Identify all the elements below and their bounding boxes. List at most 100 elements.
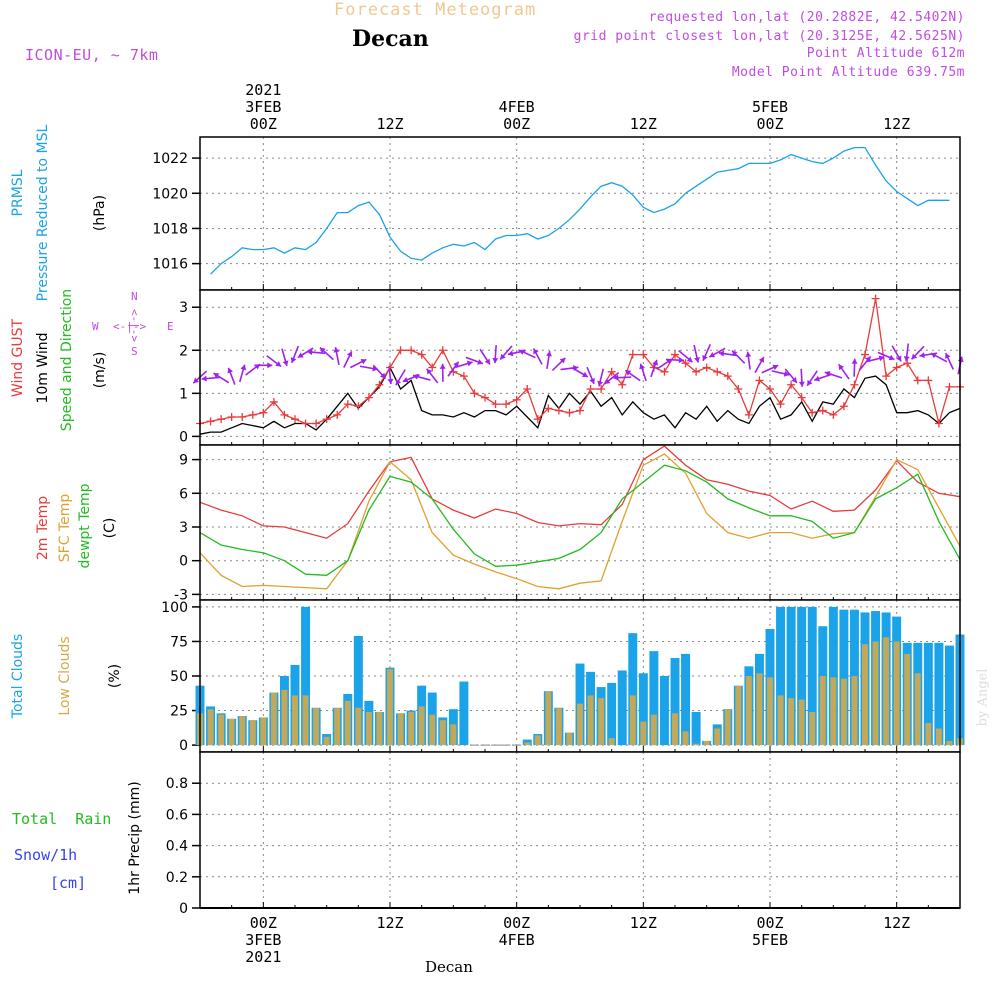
wind-arrow-head [919, 352, 925, 359]
wind-arrow-head [426, 368, 433, 375]
cloud-low-bar [862, 644, 868, 746]
cloud-low-bar [566, 732, 573, 746]
cloud-low-bar [207, 709, 214, 746]
pressure-line [210, 146, 950, 275]
wind-gust-line-marker [829, 410, 838, 419]
temperature-panel: -3 0 3 6 9 [174, 444, 961, 603]
precip-ytick-label: 0.8 [166, 776, 188, 792]
cloud-low-bar [418, 706, 425, 746]
wind-gust-line-marker [892, 363, 901, 372]
cloud-total-bar [670, 658, 680, 746]
wind-direction-arrow [349, 358, 367, 369]
wind-direction-arrow [877, 351, 895, 361]
cloud-low-bar [682, 731, 689, 746]
wind-direction-arrow [910, 345, 925, 360]
cloud-low-bar [376, 711, 383, 746]
wind-arrow-head [360, 359, 367, 365]
wind-gust-line-marker [797, 393, 806, 402]
clouds-ytick-label: 75 [170, 634, 188, 650]
cloud-total-bar [691, 711, 701, 746]
bottom-time-label: 12Z [630, 914, 657, 932]
cloud-total-bar [607, 682, 617, 746]
wind-gust-line-marker [913, 376, 922, 385]
cloud-low-bar [851, 676, 858, 746]
temperature-ytick-label: 0 [179, 554, 188, 570]
wind-arrow-head [519, 349, 525, 355]
cloud-low-bar [777, 695, 784, 746]
cloud-low-bar [534, 735, 541, 746]
cloud-low-bar [387, 669, 393, 746]
wind-gust-line-marker [544, 404, 553, 413]
wind-direction-arrow [604, 371, 620, 385]
cloud-total-bar [301, 606, 311, 746]
cloud-low-bar [323, 736, 330, 746]
cloud-low-bar [872, 641, 879, 746]
wind-gust-line-marker [871, 294, 880, 303]
wind-arrow-head [718, 350, 725, 357]
cloud-low-bar [260, 717, 267, 746]
cloud-total-bar [459, 681, 469, 746]
wind-arrow-head [783, 370, 790, 377]
wind-direction-arrow [333, 347, 340, 365]
wind-gust-line-marker [459, 372, 468, 381]
wind-arrow-head [678, 357, 684, 364]
cloud-low-bar [555, 707, 562, 746]
wind-direction-arrow [944, 352, 954, 370]
wind-arrow-head [597, 380, 604, 387]
cloud-low-bar [344, 700, 351, 746]
wind-direction-arrow [254, 362, 273, 369]
wind-gust-line-marker [628, 350, 637, 359]
wind-gust-line-marker [512, 395, 521, 404]
cloud-total-bar [776, 606, 786, 746]
compass-we-arrow: <-|-> [113, 320, 147, 333]
cloud-total-bar [934, 642, 944, 746]
wind-direction-arrow [518, 349, 536, 359]
wind-arrow-head [466, 360, 473, 367]
wind-gust-line-marker [407, 346, 416, 355]
cloud-low-bar [545, 691, 552, 746]
cloud-low-bar [397, 713, 404, 746]
cloud-total-bar [638, 673, 648, 746]
cloud-low-bar [608, 738, 615, 746]
wind-gust-line-marker [502, 400, 511, 409]
wind-gust-line-marker [491, 400, 500, 409]
clouds-ytick-label: 100 [161, 600, 188, 616]
cloud-low-bar [904, 653, 911, 746]
wind-direction-arrow [551, 357, 566, 371]
wind-gust-line-marker [618, 380, 627, 389]
wind-gust-line-marker [713, 367, 722, 376]
cloud-low-bar [767, 677, 773, 746]
temp-2m-line [199, 445, 961, 539]
cloud-total-bar [828, 606, 838, 746]
top-time-label: 12Z [376, 115, 403, 133]
wind-arrow-head [686, 356, 693, 363]
wind-gust-line-marker [533, 415, 542, 424]
wind-direction-arrow [678, 349, 693, 363]
pressure-ytick-label: 1016 [152, 257, 188, 273]
wind-gust-line-marker [934, 419, 943, 428]
bottom-time-label: 3FEB [245, 931, 281, 949]
wind-arrow-head [731, 350, 738, 357]
cloud-low-bar [249, 720, 256, 746]
wind-direction-arrow [903, 343, 910, 362]
wind-direction-arrow [639, 363, 647, 382]
wind-arrow-head [824, 370, 831, 377]
cloud-low-bar [587, 695, 594, 746]
wind-arrow-head [709, 351, 716, 358]
top-time-label: 00Z [250, 115, 277, 133]
wind-gust-line-marker [882, 372, 891, 381]
cloud-low-bar [270, 692, 277, 746]
wind-arrow-head [387, 378, 394, 385]
wind-arrow-head [652, 359, 659, 366]
wind-arrow-head [275, 361, 282, 367]
wind-direction-arrow [771, 370, 790, 377]
precip-label-rain: Total Rain [12, 810, 112, 828]
cloud-low-bar [650, 714, 657, 746]
wind-arrow-head [945, 353, 951, 359]
cloud-low-bar [788, 698, 795, 746]
pressure-panel: 1016 1018 1020 1022 [152, 136, 961, 291]
cloud-low-bar [334, 707, 341, 746]
wind-arrow-head [201, 375, 207, 382]
wind-arrow-head [702, 354, 708, 361]
precip-plot-area [200, 752, 960, 908]
